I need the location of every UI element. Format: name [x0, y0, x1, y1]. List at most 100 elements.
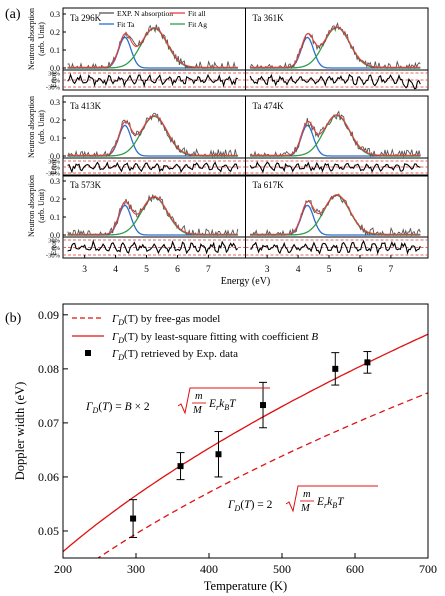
- x-tick-label: 3: [82, 265, 87, 275]
- x-tick-label: 3: [265, 265, 270, 275]
- x-tick-label: 600: [346, 562, 364, 576]
- exp-absorption-curve: [67, 112, 239, 158]
- absorption-axis-label-line1: Neutron absorption: [27, 8, 36, 70]
- legend-entry: Fit Ta: [117, 20, 135, 29]
- y-tick-label: 0.3: [50, 177, 60, 186]
- fit-all-curve: [67, 27, 238, 68]
- absorption-subplot: Ta 573K 0.0 0.1 0.2 0.3: [50, 174, 246, 240]
- radical-sign: [177, 387, 270, 415]
- y-tick-label: 0.08: [38, 362, 59, 376]
- error-curve: [249, 73, 421, 90]
- legend-swatch-marker: [85, 350, 91, 356]
- exp-absorption-curve: [67, 194, 239, 237]
- exp-absorption-curve: [249, 21, 421, 70]
- error-subplot: 30%0%-30%Error 3 4 5 6 7: [46, 236, 246, 275]
- legend-entry: Fit Ag: [188, 20, 207, 29]
- exp-absorption-curve: [67, 24, 238, 70]
- data-point: [260, 402, 267, 409]
- fit-all-curve: [250, 194, 421, 235]
- fit-ag-curve: [250, 114, 421, 157]
- absorption-axis-label-line1: Neutron absorption: [27, 175, 36, 237]
- absorption-axis-label-line2: (arb. Unit): [37, 189, 46, 223]
- fit-ta-curve: [250, 36, 421, 69]
- subplot-temperature-label: Ta 361K: [253, 13, 285, 23]
- error-subplot: [245, 69, 429, 91]
- panel-b-frame: [62, 303, 429, 559]
- error-tick-label: 30%: [48, 238, 61, 245]
- free-gas-formula-annotation: ΓD(T) = 2 mM ErkBT: [227, 485, 378, 514]
- formula-rhs: ErkBT: [208, 398, 237, 412]
- error-tick-label: 0%: [51, 165, 60, 172]
- absorption-subplot: Ta 361K: [245, 7, 429, 71]
- error-tick-label: 30%: [48, 159, 61, 166]
- fit-ag-curve: [67, 27, 238, 69]
- x-tick-label: 6: [358, 265, 363, 275]
- error-tick-label: -30%: [46, 253, 61, 260]
- legend-entry: ΓD(T) by free-gas model: [111, 313, 220, 327]
- y-tick-label: 0.1: [50, 46, 60, 55]
- absorption-axis-label: Neutron absorption(arb. Unit): [27, 175, 46, 237]
- fraction-denominator: M: [192, 405, 203, 416]
- absorption-subplot: Ta 413K 0.0 0.1 0.2 0.3: [50, 95, 246, 161]
- absorption-axis-label-line1: Neutron absorption: [27, 96, 36, 158]
- x-tick-label: 7: [206, 265, 211, 275]
- y-tick-label: 0.1: [50, 213, 60, 222]
- panel-b-legend: ΓD(T) by free-gas model ΓD(T) by least-sq…: [72, 313, 318, 362]
- y-tick-label: 0.0: [50, 64, 60, 73]
- error-subplot: 30%0%-30%Error: [46, 157, 246, 178]
- fit-all-curve: [250, 114, 421, 156]
- absorption-axis-label-line2: (arb. Unit): [37, 110, 46, 144]
- x-tick-label: 4: [296, 265, 301, 275]
- y-tick-label: 0.2: [50, 28, 60, 37]
- x-tick-label: 6: [175, 265, 180, 275]
- y-tick-label: 0.2: [50, 195, 60, 204]
- y-tick-label: 0.06: [38, 470, 59, 484]
- formula-lhs: ΓD(T) = B × 2: [85, 401, 150, 415]
- data-point: [332, 365, 339, 372]
- error-subplot: 3 4 5 6 7: [245, 236, 429, 275]
- error-tick-label: 0%: [51, 78, 60, 85]
- x-tick-label: 700: [419, 562, 437, 576]
- panel-b-y-axis-label: Doppler width (eV): [13, 382, 27, 481]
- panel-a-legend: EXP. N absorption Fit all Fit Ta Fit Ag: [99, 9, 207, 29]
- fraction-numerator: m: [303, 489, 311, 500]
- error-curve: [67, 73, 238, 88]
- subplot-temperature-label: Ta 413K: [70, 101, 102, 111]
- error-axis-label: Error: [49, 72, 58, 88]
- subplot-temperature-label: Ta 474K: [253, 101, 285, 111]
- y-tick-label: 0.09: [38, 308, 59, 322]
- fit-ag-curve: [250, 26, 421, 69]
- x-tick-label: 200: [54, 562, 72, 576]
- panel-a-label: (a): [5, 7, 21, 22]
- fit-all-curve: [250, 26, 421, 68]
- error-tick-label: 30%: [48, 71, 61, 78]
- error-subplot: [245, 157, 429, 177]
- fit-all-curve: [67, 195, 238, 235]
- x-tick-label: 500: [273, 562, 291, 576]
- y-tick-label: 0.0: [50, 231, 60, 240]
- y-tick-label: 0.3: [50, 10, 60, 19]
- error-curve: [67, 239, 239, 255]
- absorption-axis-label: Neutron absorption(arb. Unit): [27, 96, 46, 158]
- error-curve: [67, 161, 239, 174]
- x-tick-label: 300: [127, 562, 145, 576]
- absorption-subplot: Ta 617K: [245, 174, 429, 238]
- error-tick-label: -30%: [46, 171, 61, 178]
- error-axis-label: Error: [49, 159, 58, 175]
- y-tick-label: 0.07: [38, 416, 59, 430]
- radical-sign: [285, 485, 378, 513]
- subplot-temperature-label: Ta 617K: [253, 180, 285, 190]
- x-tick-label: 4: [113, 265, 118, 275]
- x-tick-label: 5: [327, 265, 332, 275]
- legend-entry: Fit all: [188, 9, 206, 18]
- panel-b-label: (b): [5, 311, 22, 326]
- error-subplot: 30%0%-30%Error: [46, 69, 246, 92]
- error-tick-label: 0%: [51, 245, 60, 252]
- data-point: [130, 515, 137, 522]
- y-tick-label: 0.2: [50, 116, 60, 125]
- legend-entry: ΓD(T) by least-square fitting with coeff…: [111, 331, 318, 345]
- error-curve: [249, 161, 421, 174]
- formula-rhs: ErkBT: [316, 496, 345, 510]
- fit-ta-curve: [67, 124, 238, 157]
